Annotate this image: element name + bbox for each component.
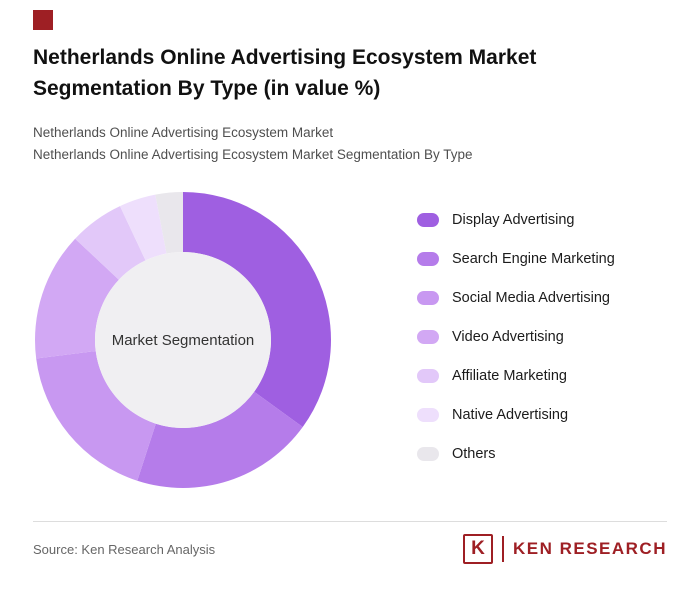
source-text: Source: Ken Research Analysis [33,541,216,557]
legend-item-2: Social Media Advertising [417,289,615,306]
legend-item-3: Video Advertising [417,328,615,345]
logo-divider [501,536,504,562]
legend-item-1: Search Engine Marketing [417,250,615,267]
legend-label: Display Advertising [452,211,575,228]
legend-swatch [417,407,439,422]
donut-center-label: Market Segmentation [112,332,255,349]
legend-item-0: Display Advertising [417,211,615,228]
donut-slice-0 [183,192,331,427]
subtitle-line-2: Netherlands Online Advertising Ecosystem… [33,147,473,162]
ken-research-logo: K KEN RESEARCH [462,534,667,564]
legend-swatch [417,329,439,344]
legend-item-6: Others [417,445,615,462]
legend-label: Others [452,445,496,462]
brand-accent-square [33,10,53,30]
legend-label: Video Advertising [452,328,564,345]
page-footer: Source: Ken Research Analysis K KEN RESE… [33,521,667,564]
legend-item-5: Native Advertising [417,406,615,423]
logo-wordmark: KEN RESEARCH [512,539,667,558]
logo-k-icon: K [462,534,493,564]
donut-slice-3 [35,238,119,359]
legend-swatch [417,290,439,305]
donut-slice-1 [137,391,303,489]
subtitle-line-1: Netherlands Online Advertising Ecosystem… [33,125,334,140]
donut-slice-4 [75,206,146,280]
legend-label: Native Advertising [452,406,569,423]
legend-swatch [417,251,439,266]
donut-chart: Market Segmentation [33,190,333,490]
chart-legend: Display Advertising Search Engine Marketi… [417,190,615,485]
legend-swatch [417,212,439,227]
legend-label: Affiliate Marketing [452,367,567,384]
page-title: Netherlands Online Advertising Ecosystem… [33,46,537,100]
legend-label: Search Engine Marketing [452,250,615,267]
donut-slice-5 [119,194,167,261]
legend-swatch [417,368,439,383]
donut-chart-svg: Market Segmentation [35,192,331,489]
donut-slice-2 [36,351,156,481]
legend-swatch [417,446,439,461]
chart-area: Market Segmentation Display Advertising S… [33,190,667,490]
donut-slice-6 [155,192,183,254]
donut-center-circle [95,252,271,428]
legend-item-4: Affiliate Marketing [417,367,615,384]
legend-label: Social Media Advertising [452,289,610,306]
chart-subtitles: Netherlands Online Advertising Ecosystem… [33,122,667,166]
